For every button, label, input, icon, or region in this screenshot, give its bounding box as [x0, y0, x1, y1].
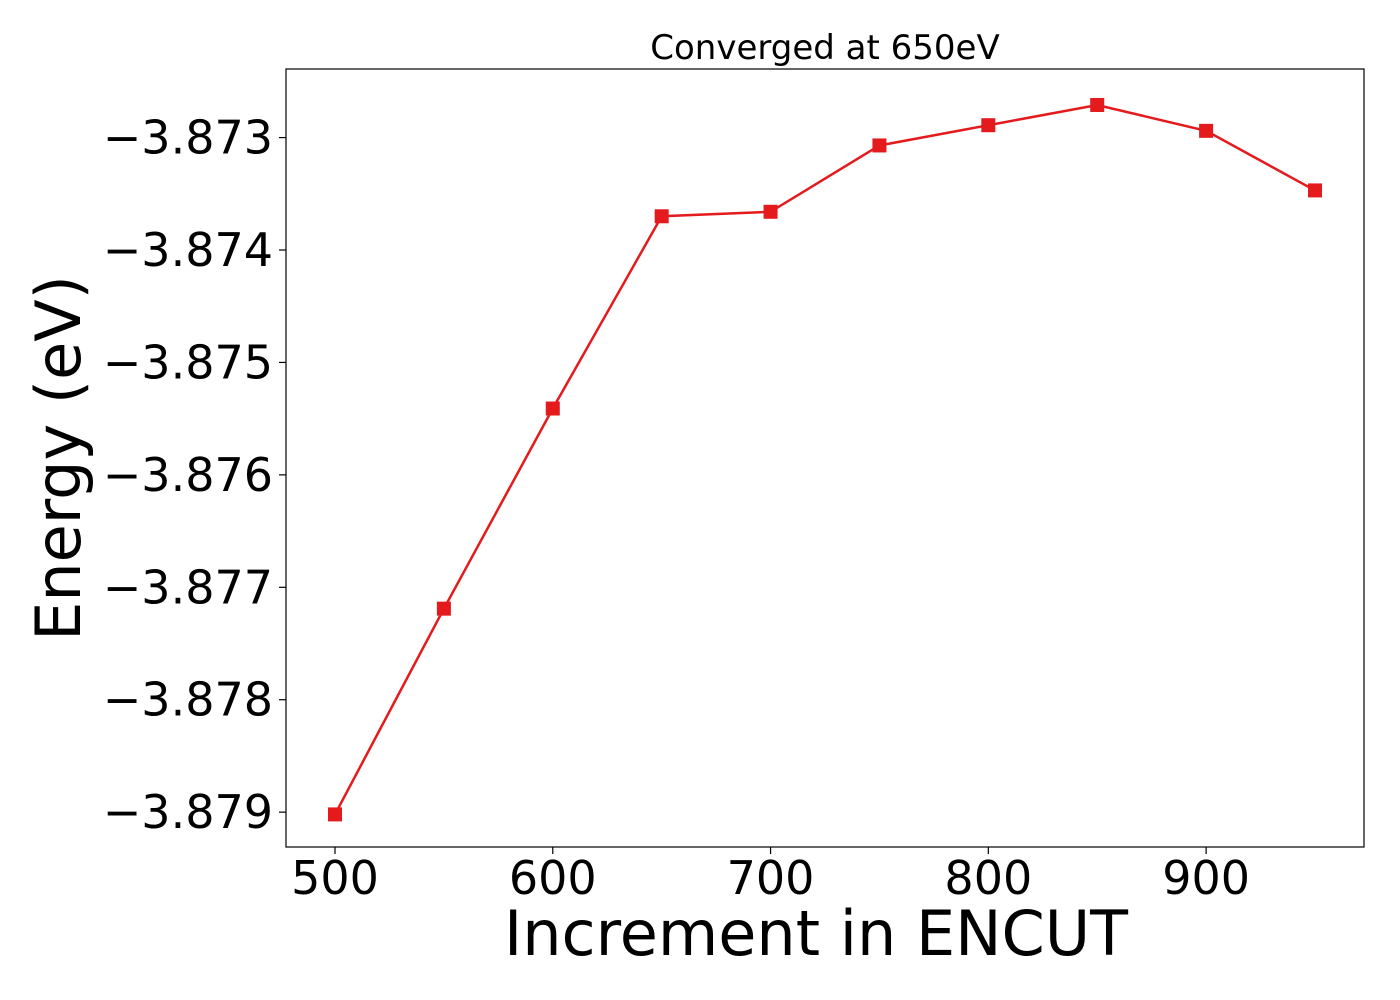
x-tick-label: 600 — [509, 851, 597, 905]
series-line — [333, 103, 1316, 815]
data-point-marker — [328, 807, 342, 822]
data-point-marker — [1090, 97, 1105, 112]
data-point-marker — [1199, 123, 1214, 138]
y-tick-label: −3.878 — [103, 673, 273, 727]
chart-title: Converged at 650eV — [650, 28, 999, 68]
data-point-marker — [763, 204, 778, 219]
y-tick-label: −3.876 — [103, 448, 273, 502]
data-point-marker — [654, 209, 669, 224]
y-tick-label: −3.875 — [103, 335, 273, 389]
x-axis-label: Increment in ENCUT — [504, 897, 1129, 970]
plot-area-frame — [285, 68, 1365, 848]
x-tick-label: 900 — [1162, 851, 1250, 905]
x-tick-label: 500 — [291, 851, 379, 905]
y-axis-label: Energy (eV) — [22, 275, 95, 641]
data-point-marker — [436, 601, 451, 616]
axes-layer: 500 600 700 800 900 −3.879 −3.878 −3.877 −3.876 −… — [103, 111, 1250, 905]
series-layer — [328, 97, 1322, 822]
data-point-marker — [981, 118, 996, 133]
x-tick-label: 700 — [727, 851, 815, 905]
data-point-marker — [545, 401, 560, 416]
y-tick-label: −3.879 — [103, 785, 273, 839]
y-tick-label: −3.873 — [103, 111, 273, 165]
y-tick-label: −3.874 — [103, 223, 273, 277]
data-point-marker — [872, 138, 887, 153]
data-point-marker — [1308, 183, 1322, 198]
x-tick-label: 800 — [944, 851, 1032, 905]
y-tick-label: −3.877 — [103, 560, 273, 614]
